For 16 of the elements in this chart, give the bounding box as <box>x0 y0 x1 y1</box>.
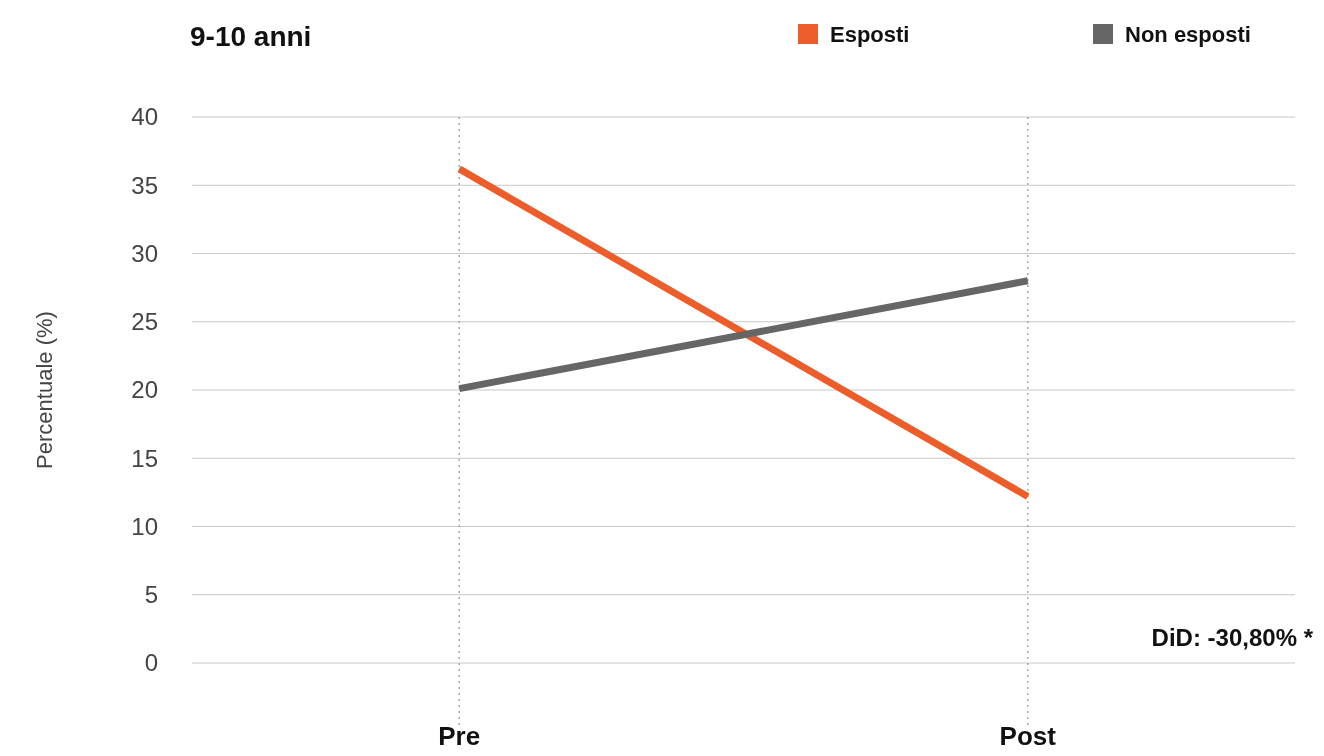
y-tick-label: 25 <box>131 308 158 336</box>
y-tick-label: 35 <box>131 171 158 199</box>
y-tick-label: 15 <box>131 444 158 472</box>
y-tick-label: 0 <box>144 649 158 677</box>
y-axis-title: Percentuale (%) <box>32 311 57 469</box>
y-tick-label: 30 <box>131 239 158 267</box>
x-tick-label: Pre <box>438 721 481 751</box>
y-tick-label: 40 <box>131 103 158 131</box>
legend-label: Esposti <box>830 22 910 47</box>
legend-label: Non esposti <box>1125 22 1251 47</box>
chart-title: 9-10 anni <box>190 21 312 52</box>
y-tick-label: 5 <box>144 581 158 609</box>
x-tick-label: Post <box>999 721 1057 751</box>
y-tick-label: 10 <box>131 512 158 540</box>
y-tick-label: 20 <box>131 376 158 404</box>
annotation: DiD: -30,80% * <box>1151 624 1314 651</box>
